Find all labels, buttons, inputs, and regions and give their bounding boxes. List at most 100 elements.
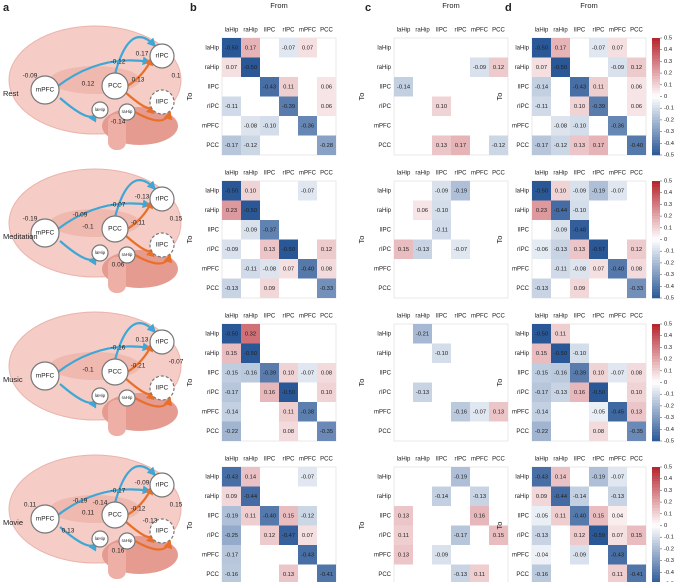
column-label: mPFC (299, 457, 317, 463)
cell-value: 0.11 (283, 409, 294, 415)
row-label: rIPC (379, 533, 392, 539)
row-label: raHip (205, 494, 220, 500)
column-label: lIPC (574, 314, 586, 320)
cell-value: -0.43 (573, 84, 586, 90)
colorbar-segment (652, 406, 660, 409)
row-label: PCC (206, 572, 219, 578)
cell-value: 0.10 (436, 104, 447, 110)
column-label: raHip (243, 28, 258, 34)
cell-value: -0.07 (301, 474, 314, 480)
row-label: raHip (515, 208, 530, 214)
column-label: raHip (415, 171, 430, 177)
cell-value: -0.14 (225, 409, 239, 415)
region-label: PCC (108, 512, 122, 519)
column-label: lIPC (574, 171, 586, 177)
colorbar-segment (652, 564, 660, 567)
colorbar-segment (652, 199, 660, 202)
colorbar-tick-label: -0.3 (664, 415, 674, 421)
colorbar-segment (652, 336, 660, 339)
column-label: raHip (415, 457, 430, 463)
cell-value: -0.39 (263, 370, 276, 376)
row-label: mPFC (202, 409, 220, 415)
row-label: lIPC (380, 370, 392, 376)
row-label: PCC (206, 286, 219, 292)
cell-value: -0.12 (492, 143, 505, 149)
row-label: lIPC (518, 227, 530, 233)
column-label: lIPC (436, 28, 448, 34)
cell-value: -0.13 (416, 390, 429, 396)
row-label: mPFC (512, 552, 530, 558)
colorbar-tick-label: -0.5 (664, 296, 674, 302)
condition-label: Music (3, 375, 23, 384)
cell-value: 0.12 (493, 65, 504, 71)
colorbar-segment (652, 350, 660, 353)
colorbar-segment (652, 53, 660, 56)
colorbar-segment (652, 263, 660, 266)
column-label: mPFC (299, 28, 317, 34)
axis-label-to: To (357, 93, 366, 101)
colorbar-segment (652, 365, 660, 368)
row-label: lIPC (380, 513, 392, 519)
colorbar-segment (652, 108, 660, 111)
cell-value: 0.11 (245, 513, 256, 519)
colorbar-tick-label: 0.2 (664, 71, 672, 77)
cell-value: 0.08 (593, 429, 604, 435)
colorbar-tick-label: 0.5 (664, 322, 672, 328)
cell-value: -0.17 (225, 552, 238, 558)
panel-label: d (505, 2, 512, 14)
colorbar-segment (652, 88, 660, 91)
column-label: mPFC (299, 171, 317, 177)
row-label: laHip (205, 331, 219, 337)
column-label: rIPC (593, 28, 606, 34)
cell-value: 0.11 (612, 572, 623, 578)
colorbar-segment (652, 196, 660, 199)
colorbar-segment (652, 517, 660, 520)
cell-value: -0.10 (263, 123, 276, 129)
column-label: PCC (492, 314, 505, 320)
colorbar-tick-label: 0.3 (664, 59, 672, 65)
colorbar-segment (652, 181, 660, 184)
cell-value: 0.13 (283, 572, 294, 578)
cell-value: -0.50 (535, 45, 548, 51)
cell-value: -0.50 (225, 45, 238, 51)
column-label: raHip (553, 171, 568, 177)
colorbar-segment (652, 146, 660, 149)
condition-label: Meditation (3, 232, 38, 241)
cell-value: -0.25 (225, 533, 238, 539)
colorbar-segment (652, 73, 660, 76)
cell-value: 0.10 (555, 188, 566, 194)
cell-value: -0.45 (611, 409, 624, 415)
cell-value: -0.12 (301, 513, 314, 519)
column-label: raHip (243, 171, 258, 177)
column-label: rIPC (455, 457, 468, 463)
row-label: PCC (516, 286, 529, 292)
colorbar-segment (652, 257, 660, 260)
cell-value: -0.16 (535, 572, 548, 578)
colorbar-segment (652, 129, 660, 132)
colorbar-segment (652, 210, 660, 213)
region-label: lIPC (156, 99, 169, 106)
column-label: PCC (630, 28, 643, 34)
column-label: lIPC (436, 314, 448, 320)
colorbar-segment (652, 526, 660, 529)
row-label: mPFC (202, 123, 220, 129)
column-label: PCC (320, 171, 333, 177)
colorbar-tick-label: 0.5 (664, 465, 672, 471)
axis-label-to: To (495, 236, 504, 244)
colorbar-segment (652, 79, 660, 82)
row-label: rIPC (207, 247, 220, 253)
colorbar-segment (652, 543, 660, 546)
colorbar-segment (652, 295, 660, 298)
colorbar-tick-label: 0.4 (664, 190, 673, 196)
colorbar-segment (652, 421, 660, 424)
edge-weight: 0.06 (112, 262, 125, 269)
column-label: laHip (397, 171, 411, 177)
region-label: rIPC (156, 196, 169, 203)
colorbar-segment (652, 204, 660, 207)
row-label: mPFC (374, 409, 392, 415)
colorbar-segment (652, 368, 660, 371)
colorbar-tick-label: 0.2 (664, 214, 672, 220)
cell-value: 0.14 (245, 474, 257, 480)
column-label: raHip (415, 314, 430, 320)
